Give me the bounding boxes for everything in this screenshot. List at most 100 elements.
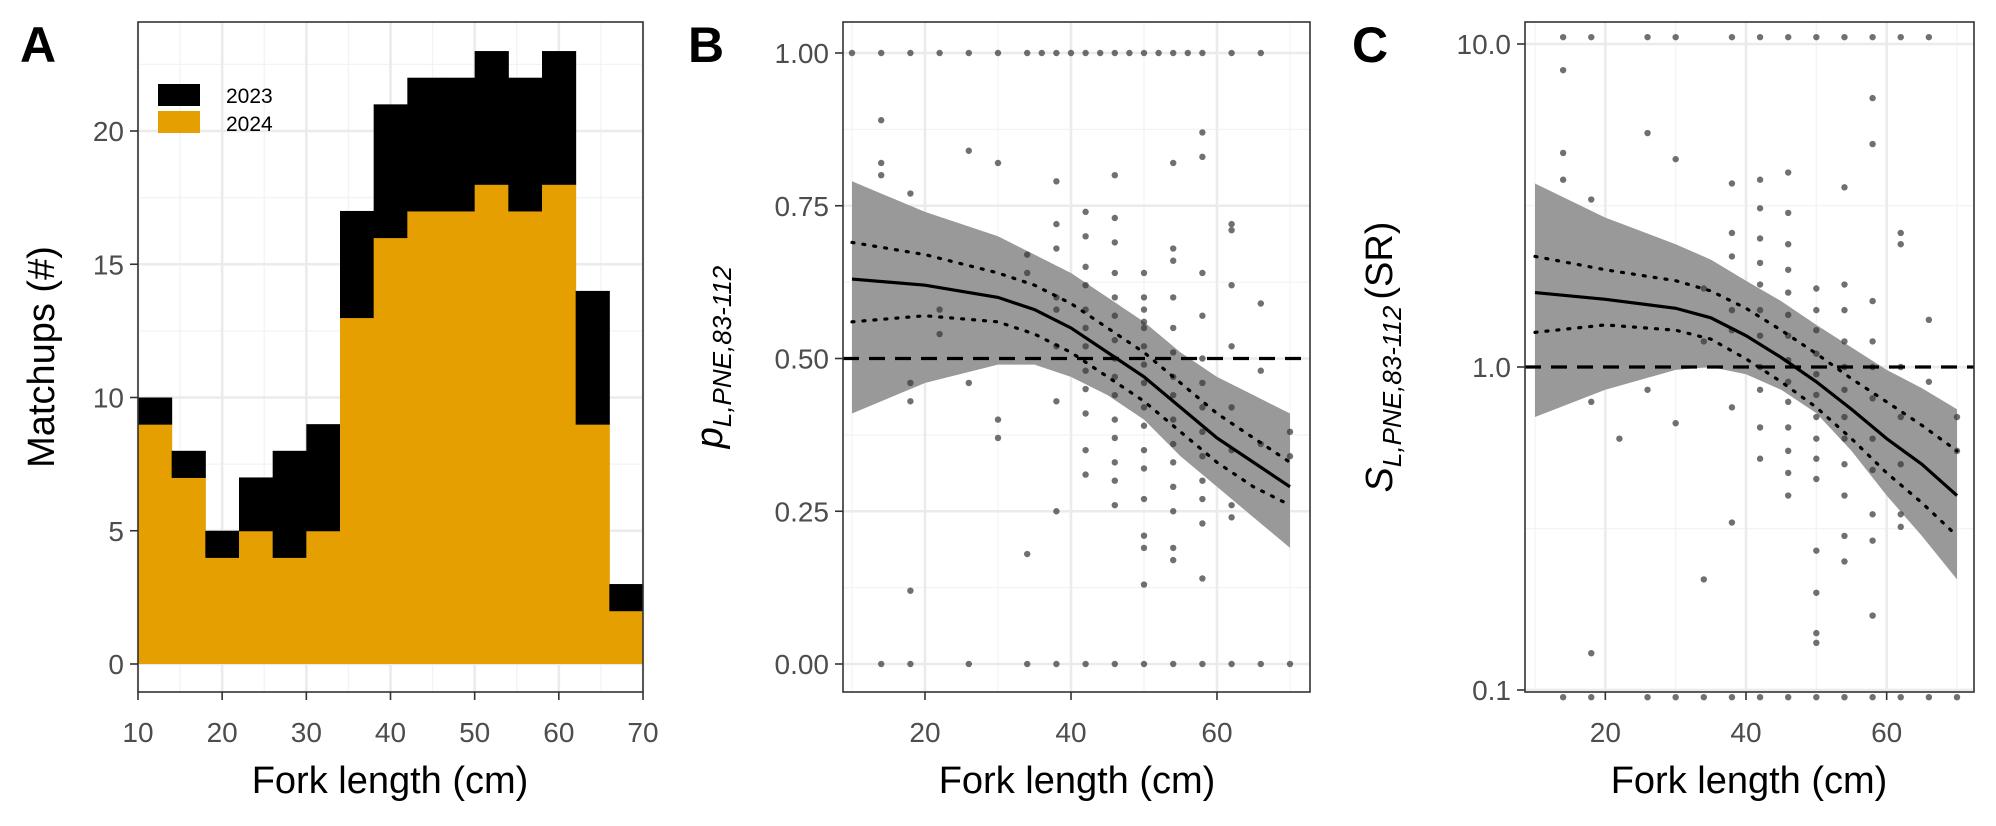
data-point [1053, 398, 1060, 405]
data-point [1082, 233, 1089, 240]
data-point [1897, 461, 1904, 468]
data-point [1728, 229, 1736, 237]
bar-2024 [340, 317, 375, 664]
data-point [1672, 419, 1679, 427]
data-point [965, 147, 972, 154]
data-point [1588, 649, 1595, 657]
data-point [1140, 343, 1148, 350]
data-point [1199, 312, 1206, 319]
data-point [1111, 294, 1119, 301]
data-point [1199, 520, 1206, 527]
bar-2024 [441, 210, 476, 664]
data-point [1869, 693, 1876, 701]
data-point [1170, 324, 1177, 332]
data-point [1869, 466, 1876, 474]
data-point [1140, 581, 1148, 588]
data-point [1082, 367, 1089, 374]
data-point [1082, 324, 1089, 332]
data-point [1841, 693, 1848, 701]
data-point [1199, 355, 1206, 362]
data-point [1140, 49, 1148, 57]
data-point [965, 660, 972, 668]
data-point [1082, 281, 1089, 289]
data-point [994, 434, 1002, 442]
data-point [1785, 378, 1792, 385]
data-point [994, 159, 1002, 167]
data-point [1869, 33, 1876, 41]
data-point [1813, 589, 1820, 596]
data-point [1869, 94, 1876, 102]
confidence-ribbon [1535, 183, 1957, 580]
data-point [1559, 66, 1567, 74]
data-point [1199, 575, 1206, 582]
data-point [1728, 519, 1736, 526]
data-point [1170, 49, 1177, 57]
data-point [1841, 386, 1848, 393]
data-point [1841, 306, 1848, 314]
panel-a-ylabel: Matchups (#) [21, 246, 63, 468]
data-point [1925, 693, 1933, 701]
data-point [1813, 547, 1820, 554]
data-point [1813, 306, 1820, 314]
data-point [1897, 693, 1904, 701]
data-point [1257, 49, 1265, 57]
data-point [965, 379, 972, 387]
data-point [1140, 660, 1148, 668]
data-point [1953, 693, 1961, 701]
data-point [1111, 477, 1119, 484]
data-point [1184, 49, 1192, 57]
legend-swatch-2023 [158, 84, 200, 106]
data-point [1170, 349, 1177, 356]
data-point [1785, 424, 1792, 431]
data-point [1925, 316, 1933, 324]
data-point [1170, 416, 1177, 423]
data-point [1756, 235, 1764, 242]
data-point [1897, 413, 1904, 421]
data-point [1785, 209, 1792, 217]
panel-b-xlabel: Fork length (cm) [939, 760, 1216, 802]
data-point [1756, 693, 1764, 701]
panel-c-xlabel: Fork length (cm) [1611, 760, 1888, 802]
panel-a-legend: 2023 2024 [158, 84, 273, 136]
data-point [1038, 49, 1046, 57]
data-point [1559, 33, 1567, 41]
data-point [1228, 660, 1235, 668]
data-point [1140, 495, 1148, 503]
panel-b-layers [843, 49, 1310, 668]
data-point [1053, 49, 1060, 57]
data-point [1111, 49, 1119, 57]
x-tick-label: 20 [207, 717, 238, 748]
data-point [1170, 483, 1177, 491]
data-point [1228, 220, 1235, 228]
data-point [907, 398, 914, 405]
panel-c-ticks: 20 40 60 0.1 1.0 10.0 [1457, 29, 1903, 748]
data-point [1199, 660, 1206, 668]
data-point [994, 49, 1002, 57]
data-point [1813, 693, 1820, 701]
data-point [1728, 180, 1736, 187]
data-point [1841, 435, 1848, 442]
data-point [1170, 660, 1177, 668]
fit-line [851, 277, 1291, 489]
data-point [1869, 338, 1876, 345]
data-point [1170, 544, 1177, 552]
bar-2024 [407, 210, 442, 664]
data-point [1756, 259, 1764, 267]
data-point [1785, 492, 1792, 499]
data-point [1756, 205, 1764, 212]
data-point [1785, 311, 1792, 319]
data-point [1700, 693, 1708, 701]
y-tick-label: 0.50 [775, 344, 830, 375]
panel-letter-b: B [688, 17, 724, 73]
data-point [878, 117, 885, 124]
bar-2024 [575, 424, 610, 664]
data-point [1559, 176, 1567, 183]
data-point [1082, 410, 1089, 417]
data-point [1140, 269, 1148, 277]
data-point [1140, 294, 1148, 301]
bar-2024 [138, 424, 173, 664]
y-tick-label: 15 [93, 249, 124, 280]
data-point [1111, 434, 1119, 442]
panel-b-border [842, 21, 1311, 693]
